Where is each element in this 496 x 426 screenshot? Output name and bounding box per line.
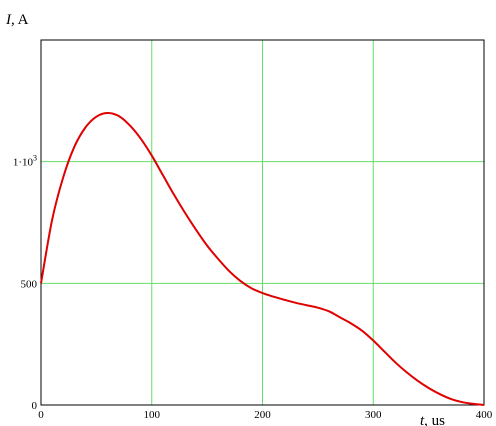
y-tick-label-base: 1·10 (13, 157, 34, 169)
y-tick-label: 0 (32, 400, 38, 412)
x-axis-unit: , us (424, 413, 445, 426)
series-line (40, 111, 485, 406)
y-tick-label: 1·103 (13, 154, 37, 169)
horizontal-gridlines (41, 161, 484, 284)
y-tick-label: 500 (21, 278, 38, 290)
y-axis-label: I, A (5, 12, 29, 28)
vertical-gridlines (151, 40, 374, 405)
x-tick-label: 200 (254, 409, 271, 421)
y-axis-symbol: I (5, 12, 12, 28)
x-axis-label: t, us (420, 413, 445, 426)
x-tick-label: 400 (476, 409, 493, 421)
x-tick-label: 0 (38, 409, 44, 421)
y-tick-label-exponent: 3 (33, 154, 37, 163)
plot-frame (40, 39, 485, 406)
y-tick-labels: 0 500 1·103 (13, 154, 38, 412)
x-tick-label: 300 (365, 409, 382, 421)
x-axis-symbol: t (420, 413, 425, 426)
y-axis-unit: , A (11, 12, 29, 28)
x-tick-labels: 0 100 200 300 400 (38, 409, 493, 421)
x-tick-label: 100 (144, 409, 161, 421)
